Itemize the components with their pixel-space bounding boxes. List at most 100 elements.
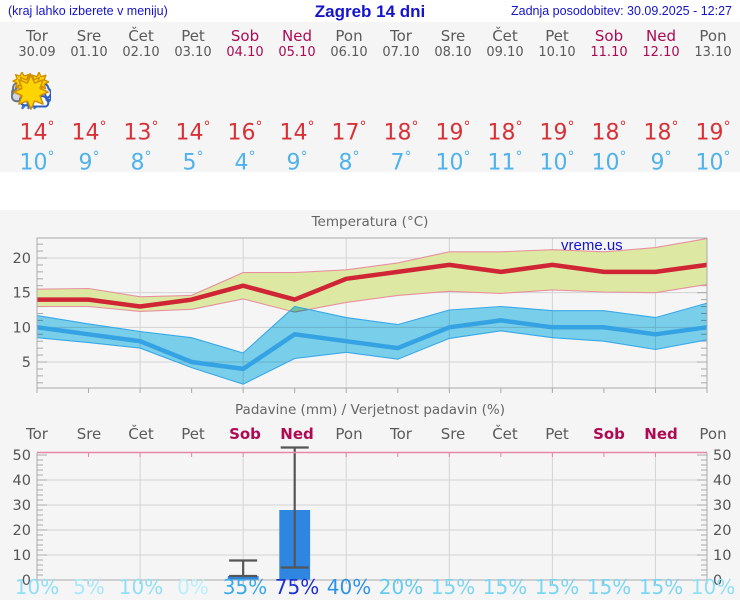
day-name: Pet: [181, 27, 205, 45]
day-column-3: Pet 03.10 14° 5°: [13, 27, 219, 176]
weather-icon-cell: [13, 72, 739, 112]
day-column-11: Sob 11.10 18° 10°: [13, 27, 635, 176]
low-temp: 10°: [435, 149, 471, 176]
high-temp: 13°: [123, 119, 159, 146]
svg-text:10: 10: [713, 548, 731, 564]
precip-probability-row: 10% 5% 10% 0% 35% 75% 40% 20% 15% 15% 15% 15% 15% 10%: [11, 575, 739, 599]
day-name: Pet: [545, 27, 569, 45]
last-update: Zadnja posodobitev: 30.09.2025 - 12:27: [510, 4, 732, 18]
low-temp: 9°: [78, 149, 100, 176]
svg-text:50: 50: [713, 448, 731, 464]
low-temp: 5°: [182, 149, 204, 176]
day-date: 08.10: [434, 45, 472, 60]
precip-day-label: Pon: [699, 425, 727, 443]
precip-day-label: Sob: [593, 425, 625, 443]
precip-probability: 10%: [14, 575, 60, 599]
precip-day-label: Sob: [229, 425, 261, 443]
low-temp: 9°: [286, 149, 308, 176]
weather-icon-cell: [15, 72, 427, 112]
day-column-12: Ned 12.10 18° 9°: [13, 28, 687, 176]
precip-day-label: Ned: [644, 425, 678, 443]
precip-day-label: Čet: [128, 425, 154, 443]
precip-day-label: Tor: [26, 425, 48, 443]
weather-icon-cell: [11, 72, 115, 112]
svg-text:40: 40: [713, 473, 731, 489]
precip-day-label: Sre: [440, 425, 466, 443]
day-column-6: Pon 06.10 17° 8°: [11, 27, 375, 176]
precip-day-label: Ned: [280, 425, 314, 443]
low-temp: 8°: [130, 149, 152, 176]
precip-day-label: Sre: [76, 425, 102, 443]
low-temp: 10°: [695, 149, 731, 176]
high-temp: 18°: [591, 119, 627, 146]
precip-chart-title: Padavine (mm) / Verjetnost padavin (%): [235, 402, 505, 418]
low-temp: 10°: [591, 149, 627, 176]
svg-text:20: 20: [13, 251, 31, 267]
precip-day-label: Tor: [390, 425, 412, 443]
precip-probability: 15%: [430, 575, 476, 599]
day-date: 03.10: [174, 45, 212, 60]
weather-icon-cell: [11, 72, 375, 112]
day-date: 11.10: [590, 45, 628, 60]
high-temp: 18°: [487, 119, 523, 146]
day-name: Pon: [699, 27, 727, 45]
weather-icon-cell: [12, 72, 271, 112]
weather-icon-cell: [13, 72, 531, 112]
weather-icon-cell: [13, 72, 635, 112]
precip-probability: 15%: [638, 575, 684, 599]
watermark-link[interactable]: vreme.us: [561, 237, 623, 254]
precip-day-label: Pet: [181, 425, 205, 443]
day-date: 02.10: [122, 45, 160, 60]
svg-text:50: 50: [13, 448, 31, 464]
precipitation-chart: 0 0 10 10 20 20 30 30 40 40 50 50: [13, 446, 731, 589]
temperature-chart: 5 10 15 20: [13, 237, 708, 393]
high-temp: 19°: [539, 119, 575, 146]
low-temp: 4°: [234, 149, 256, 176]
low-temp: 9°: [650, 149, 672, 176]
day-date: 12.10: [642, 45, 680, 60]
weather-icon-cell: [13, 72, 583, 112]
day-name: Čet: [492, 27, 518, 45]
day-name: Pon: [335, 27, 363, 45]
svg-text:15: 15: [13, 286, 31, 302]
low-temp: 8°: [338, 149, 360, 176]
precip-probability: 10%: [118, 575, 164, 599]
day-date: 06.10: [330, 45, 368, 60]
day-column-4: Sob 04.10 16° 4°: [12, 28, 271, 176]
day-column-8: Sre 08.10 19° 10°: [13, 27, 479, 176]
day-name: Tor: [26, 27, 48, 45]
precip-probability: 20%: [378, 575, 424, 599]
day-date: 09.10: [486, 45, 524, 60]
sunny-icon: [13, 74, 49, 110]
day-date: 13.10: [694, 45, 732, 60]
precip-probability: 15%: [534, 575, 580, 599]
day-column-5: Ned 05.10 14° 9°: [12, 28, 323, 176]
low-temp: 10°: [539, 149, 575, 176]
svg-text:10: 10: [13, 548, 31, 564]
day-date: 04.10: [226, 45, 264, 60]
svg-text:0: 0: [22, 573, 31, 589]
high-temp: 16°: [227, 119, 263, 146]
day-name: Sre: [76, 27, 102, 45]
precip-day-label: Čet: [492, 425, 518, 443]
high-temp: 19°: [435, 119, 471, 146]
svg-text:40: 40: [13, 473, 31, 489]
weather-icon-cell: [13, 72, 687, 112]
day-date: 10.10: [538, 45, 576, 60]
day-date: 01.10: [70, 45, 108, 60]
temp-chart-title: Temperatura (°C): [311, 214, 429, 230]
location-hint: (kraj lahko izberete v meniju): [8, 4, 168, 18]
high-temp: 14°: [19, 119, 55, 146]
day-name: Sob: [594, 27, 624, 45]
day-date: 07.10: [382, 45, 420, 60]
precip-probability: 15%: [482, 575, 528, 599]
precip-probability: 5%: [73, 575, 105, 599]
low-temp: 11°: [487, 149, 523, 176]
svg-text:20: 20: [13, 523, 31, 539]
forecast-table-background: [0, 22, 740, 172]
day-name: Sre: [440, 27, 466, 45]
weather-icon-cell: [13, 72, 479, 112]
low-temp: 7°: [390, 149, 412, 176]
forecast-table: Tor 30.09 14° 10° Sre 01.10 14° 9° Čet 02.10 13° 8°…: [11, 27, 739, 176]
day-column-9: Čet 09.10 18° 11°: [13, 27, 531, 176]
